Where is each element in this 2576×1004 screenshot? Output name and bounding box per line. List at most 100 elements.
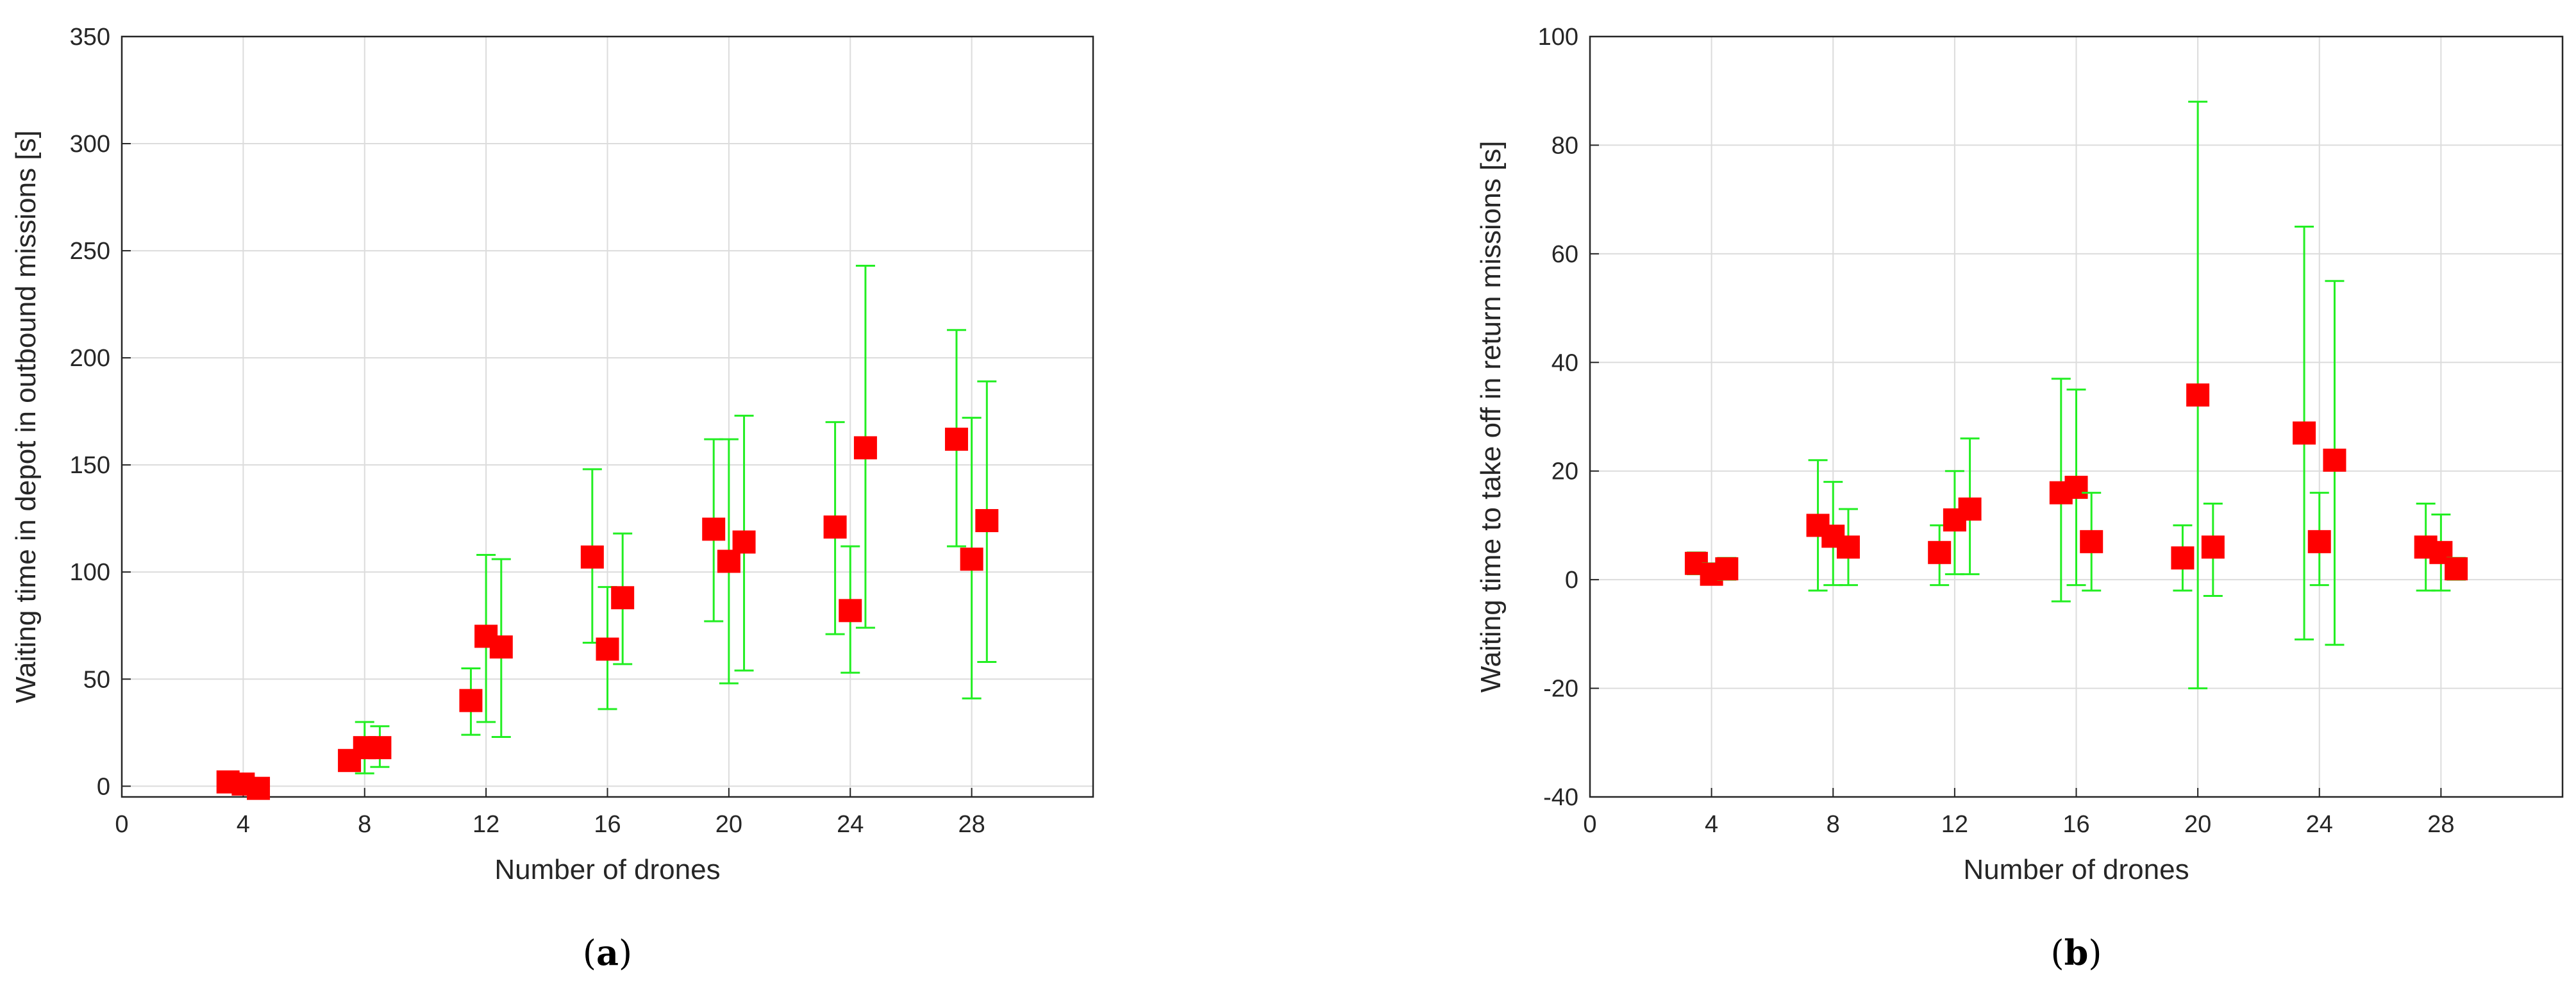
data-point: [596, 586, 619, 710]
x-tick-label: 4: [237, 811, 250, 838]
square-marker: [2293, 421, 2316, 445]
y-tick-label: 20: [1551, 458, 1578, 485]
x-tick-label: 12: [473, 811, 499, 838]
square-marker: [960, 548, 983, 571]
x-tick-label: 0: [1583, 811, 1596, 838]
square-marker: [1715, 557, 1739, 581]
data-point: [368, 725, 392, 768]
data-point: [839, 545, 862, 674]
data-point: [611, 532, 635, 665]
data-point: [2171, 524, 2195, 592]
x-tick-label: 24: [2306, 811, 2333, 838]
square-marker: [944, 428, 968, 451]
data-point: [489, 558, 513, 738]
square-marker: [2307, 530, 2331, 553]
data-point: [2293, 226, 2316, 640]
panel-caption: (a): [583, 932, 632, 973]
square-marker: [489, 635, 513, 659]
y-tick-label: 50: [83, 666, 110, 693]
square-marker: [1836, 535, 1860, 559]
square-marker: [459, 689, 483, 712]
x-tick-label: 28: [2427, 811, 2454, 838]
data-point: [960, 417, 983, 699]
y-axis-label: Waiting time to take off in return missi…: [1475, 141, 1507, 693]
data-point: [975, 380, 999, 664]
y-tick-label: 40: [1551, 349, 1578, 376]
data-point: [580, 468, 604, 644]
x-tick-label: 12: [1941, 811, 1968, 838]
y-tick-label: 0: [1565, 567, 1578, 594]
square-marker: [853, 436, 877, 460]
y-tick-label: -20: [1543, 676, 1578, 703]
panel-caption: (b): [2051, 932, 2102, 973]
square-marker: [247, 776, 271, 800]
y-tick-label: 300: [70, 131, 110, 158]
data-point: [732, 414, 756, 672]
y-tick-label: 200: [70, 345, 110, 372]
x-axis-label: Number of drones: [1963, 854, 2189, 885]
square-marker: [2201, 535, 2225, 559]
x-tick-label: 4: [1705, 811, 1718, 838]
chart-panel-b: 0 4 8 12 16 20 24 28 -40 -20 0 20 40 60 80 100 Number of…: [1475, 24, 2564, 973]
square-marker: [368, 736, 392, 760]
data-point: [702, 438, 726, 623]
x-tick-label: 16: [2062, 811, 2089, 838]
square-marker: [580, 545, 604, 569]
square-marker: [732, 530, 756, 554]
y-axis-label: Waiting time in depot in outbound missio…: [10, 130, 42, 703]
x-tick-label: 0: [115, 811, 128, 838]
square-marker: [2186, 383, 2210, 407]
y-tick-label: 100: [1538, 24, 1578, 51]
y-tick-label: 150: [70, 452, 110, 479]
square-marker: [1958, 498, 1982, 521]
data-point: [2201, 503, 2225, 598]
data-point: [2307, 492, 2331, 587]
square-marker: [2323, 448, 2346, 472]
y-tick-label: 100: [70, 559, 110, 586]
square-marker: [975, 509, 999, 533]
square-marker: [2171, 546, 2195, 570]
y-tick-label: 250: [70, 238, 110, 265]
data-point: [2323, 280, 2346, 646]
square-marker: [823, 515, 847, 539]
y-tick-label: 0: [97, 773, 110, 800]
x-tick-label: 16: [594, 811, 621, 838]
square-marker: [2064, 476, 2088, 499]
data-point: [459, 667, 483, 736]
data-point: [717, 438, 740, 685]
square-marker: [2080, 530, 2103, 553]
data-point: [2064, 389, 2088, 587]
y-tick-label: -40: [1543, 784, 1578, 811]
data-point: [1958, 437, 1982, 576]
x-tick-label: 20: [2184, 811, 2211, 838]
data-point: [823, 421, 847, 635]
data-point: [944, 329, 968, 548]
y-tick-label: 350: [70, 24, 110, 51]
chart-panel-a: 0 4 8 12 16 20 24 28 0 50 100 150 200 250 300 350 Number…: [10, 24, 1094, 973]
data-point: [1928, 524, 1952, 587]
square-marker: [839, 599, 862, 623]
x-tick-label: 20: [715, 811, 742, 838]
data-point: [2186, 101, 2210, 690]
y-tick-label: 60: [1551, 241, 1578, 268]
square-marker: [717, 549, 740, 573]
y-tick-label: 80: [1551, 132, 1578, 159]
data-point: [2080, 492, 2103, 592]
square-marker: [702, 517, 726, 541]
data-point: [1836, 508, 1860, 587]
x-tick-label: 8: [1827, 811, 1840, 838]
x-tick-label: 24: [837, 811, 864, 838]
data-point: [2445, 556, 2468, 581]
data-point: [1821, 481, 1845, 587]
data-point: [1715, 556, 1739, 581]
x-tick-label: 28: [958, 811, 985, 838]
square-marker: [2445, 557, 2468, 581]
square-marker: [1928, 540, 1952, 564]
data-point: [853, 264, 877, 629]
x-tick-label: 8: [358, 811, 371, 838]
square-marker: [596, 637, 619, 661]
data-point: [247, 776, 271, 800]
x-axis-label: Number of drones: [494, 854, 720, 885]
square-marker: [611, 586, 635, 610]
